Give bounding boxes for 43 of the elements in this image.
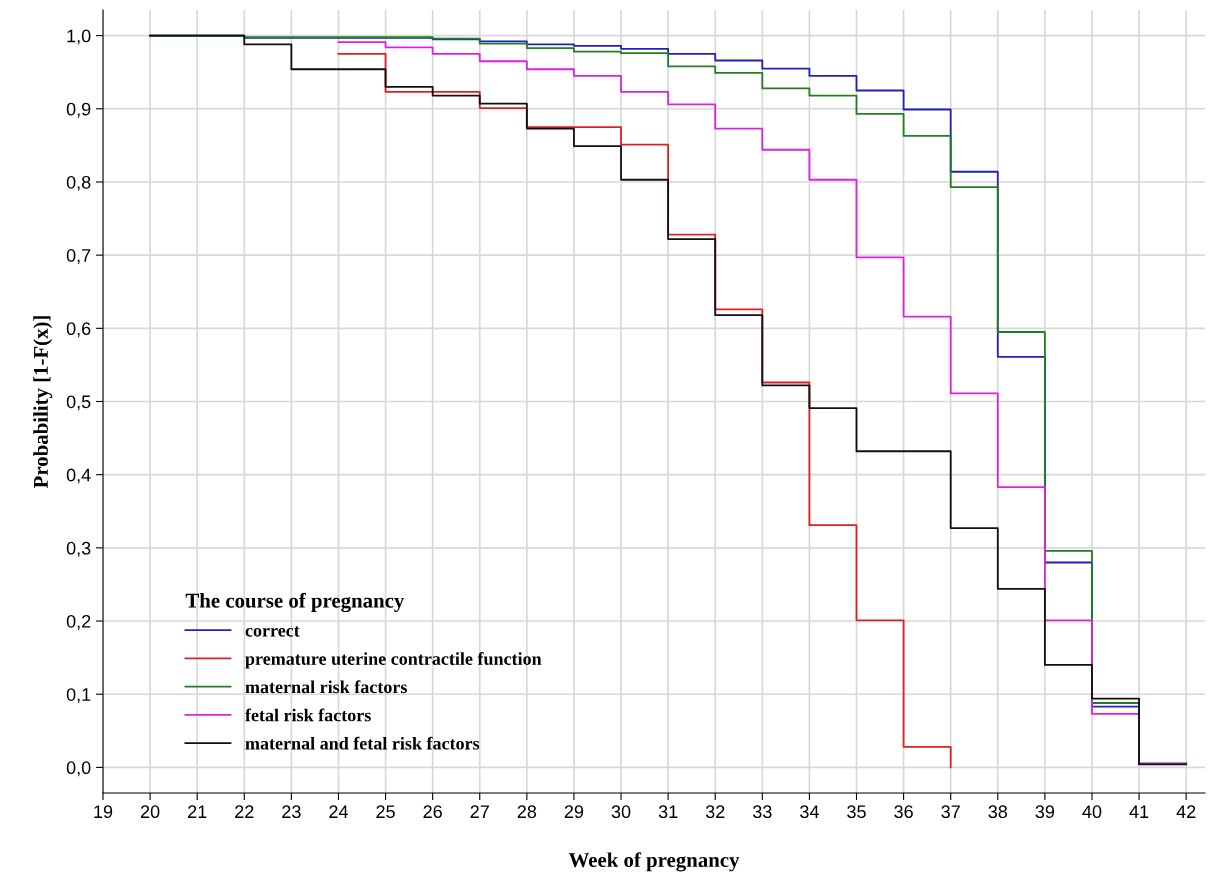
x-tick-label: 32	[705, 805, 725, 819]
y-tick-label: 0,3	[66, 541, 91, 557]
x-tick-label: 19	[94, 805, 113, 819]
y-axis-title: Probability [1-F(x)]	[33, 316, 53, 489]
x-tick-label: 20	[140, 805, 160, 819]
y-tick-label: 0,2	[66, 614, 91, 630]
y-tick-label: 0,0	[66, 761, 91, 777]
x-tick-label: 25	[376, 805, 395, 819]
x-tick-label: 33	[752, 805, 772, 819]
legend-label: correct	[245, 626, 300, 637]
x-tick-label: 24	[329, 805, 348, 818]
legend-label: maternal risk factors	[245, 680, 407, 694]
x-tick-label: 26	[423, 805, 442, 819]
x-tick-label: 22	[235, 805, 254, 818]
y-tick-label: 0,8	[66, 175, 91, 191]
legend-label: maternal and fetal risk factors	[245, 736, 480, 750]
x-tick-label: 23	[282, 805, 301, 819]
x-tick-label: 35	[847, 805, 866, 819]
y-tick-label: 1,0	[67, 29, 91, 45]
y-tick-label: 0,6	[66, 322, 91, 338]
x-tick-label: 42	[1176, 805, 1196, 818]
y-tick-label: 0,9	[66, 102, 91, 118]
legend-title: The course of pregnancy	[185, 592, 405, 613]
x-tick-label: 41	[1129, 805, 1149, 818]
legend-label: fetal risk factors	[245, 708, 371, 722]
x-tick-label: 37	[941, 805, 960, 819]
x-axis-title: Week of pregnancy	[568, 852, 740, 872]
legend-label: premature uterine contractile function	[245, 652, 542, 669]
x-tick-label: 29	[564, 805, 584, 819]
x-tick-label: 40	[1082, 805, 1102, 819]
x-tick-label: 38	[988, 805, 1008, 819]
x-tick-label: 28	[517, 805, 537, 819]
y-tick-label: 0,4	[66, 468, 91, 484]
x-tick-label: 34	[800, 805, 819, 819]
y-tick-label: 0,7	[66, 249, 91, 264]
y-tick-label: 0,1	[66, 688, 91, 704]
x-tick-label: 21	[188, 805, 207, 818]
x-tick-label: 36	[894, 805, 913, 819]
y-tick-label: 0,5	[66, 395, 91, 411]
x-tick-label: 31	[658, 805, 678, 819]
x-tick-label: 27	[470, 805, 489, 818]
x-tick-label: 30	[611, 805, 631, 819]
x-tick-label: 39	[1035, 805, 1055, 819]
